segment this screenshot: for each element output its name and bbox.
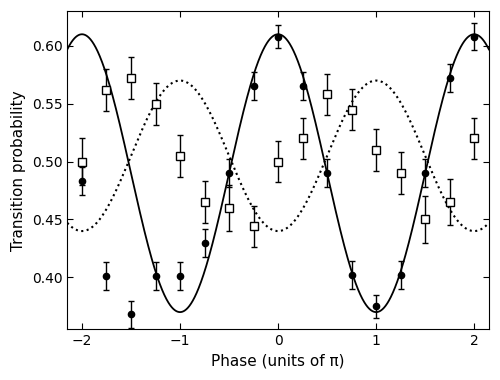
Y-axis label: Transition probability: Transition probability <box>11 90 26 250</box>
X-axis label: Phase (units of π): Phase (units of π) <box>212 354 345 369</box>
